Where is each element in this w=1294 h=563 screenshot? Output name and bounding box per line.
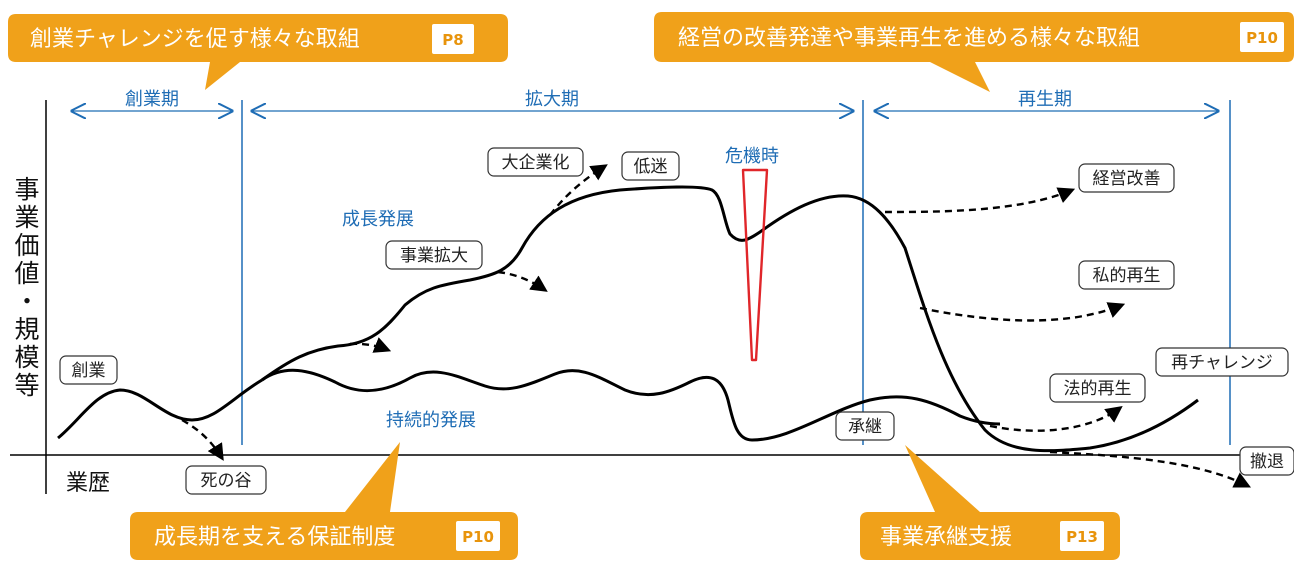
svg-text:創業チャレンジを促す様々な取組: 創業チャレンジを促す様々な取組 [30,27,360,52]
svg-text:成長期を支える保証制度: 成長期を支える保証制度 [154,525,395,550]
branch-shinotani [181,418,224,461]
box-jigyokakudai: 事業拡大 [385,240,483,270]
callout-shokei: 事業承継支援 P13 [860,445,1120,560]
branch-tettai [1049,450,1252,488]
box-sogyo: 創業 [59,355,118,385]
branch-hotekisaisei [989,406,1123,432]
phase-label-saisei: 再生期 [1018,89,1072,110]
svg-text:P10: P10 [462,528,494,546]
branch-jigyokakudai [497,270,548,292]
callout-sogyo: 創業チャレンジを促す様々な取組 P8 [8,14,508,90]
branch-daikigyoka [549,164,608,216]
svg-text:死の谷: 死の谷 [201,471,252,491]
box-keieikaizen: 経営改善 [1078,163,1175,193]
branch-shitekisaisei [919,302,1126,322]
y-axis-label: 事 業 価 値 ・ 規 模 等 [14,175,39,400]
svg-text:経営改善: 経営改善 [1093,169,1161,189]
svg-text:模: 模 [14,343,39,372]
box-shinotani: 死の谷 [185,465,267,495]
svg-text:規: 規 [14,315,39,344]
crisis-label: 危機時 [725,146,779,167]
svg-text:値: 値 [14,259,39,288]
callout-hosho: 成長期を支える保証制度 P10 [130,442,518,560]
box-daikigyoka: 大企業化 [487,147,584,177]
box-shitekisaisei: 私的再生 [1078,260,1175,290]
x-axis-label: 業歴 [66,471,110,496]
svg-text:承継: 承継 [848,417,882,437]
box-teimei: 低迷 [621,151,680,181]
svg-text:価: 価 [14,231,39,260]
callout-kaizen: 経営の改善発達や事業再生を進める様々な取組 P10 [654,12,1294,92]
svg-text:事業拡大: 事業拡大 [400,246,468,266]
svg-text:事業承継支援: 事業承継支援 [880,525,1012,550]
sustained-label: 持続的発展 [386,410,476,431]
svg-text:等: 等 [14,371,39,400]
svg-text:・: ・ [14,287,39,316]
svg-text:業: 業 [14,203,39,232]
sustained-curve [261,368,1001,442]
growth-label: 成長発展 [342,209,414,230]
svg-text:私的再生: 私的再生 [1093,266,1161,286]
branch-growth-small [349,337,392,353]
svg-text:P8: P8 [442,31,463,49]
box-sairechallenge: 再チャレンジ [1155,347,1289,377]
box-tettai: 撤退 [1239,446,1294,476]
svg-text:再チャレンジ: 再チャレンジ [1171,353,1273,373]
crisis-marker [741,168,769,362]
svg-text:撤退: 撤退 [1250,452,1284,472]
phase-label-sogyo: 創業期 [125,89,179,110]
svg-text:低迷: 低迷 [634,157,668,177]
early-curve [57,378,263,440]
svg-text:法的再生: 法的再生 [1064,379,1132,399]
svg-text:大企業化: 大企業化 [502,153,570,173]
branch-keieikaizen [884,187,1076,214]
box-hotekisaisei: 法的再生 [1049,373,1146,403]
svg-text:P13: P13 [1066,528,1098,546]
svg-text:経営の改善発達や事業再生を進める様々な取組: 経営の改善発達や事業再生を進める様々な取組 [678,26,1140,51]
growth-curve [261,185,1199,453]
svg-text:事: 事 [14,175,39,204]
box-shokei: 承継 [835,411,895,441]
phase-label-kakudai: 拡大期 [525,89,579,110]
svg-text:P10: P10 [1246,29,1278,47]
svg-text:創業: 創業 [72,361,106,381]
